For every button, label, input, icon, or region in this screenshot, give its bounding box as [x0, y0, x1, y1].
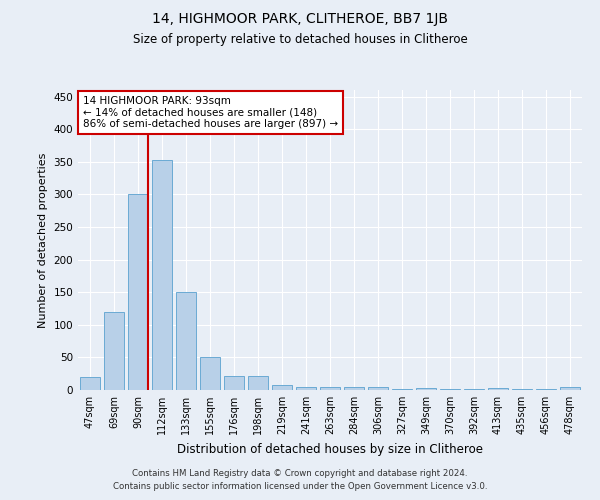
Text: Contains HM Land Registry data © Crown copyright and database right 2024.: Contains HM Land Registry data © Crown c…	[132, 468, 468, 477]
Bar	[248, 376, 268, 390]
Bar	[104, 312, 124, 390]
Text: Size of property relative to detached houses in Clitheroe: Size of property relative to detached ho…	[133, 32, 467, 46]
Bar	[176, 292, 196, 390]
Bar	[344, 386, 364, 390]
Bar	[272, 385, 292, 390]
Bar	[200, 358, 220, 390]
Text: 14 HIGHMOOR PARK: 93sqm
← 14% of detached houses are smaller (148)
86% of semi-d: 14 HIGHMOOR PARK: 93sqm ← 14% of detache…	[83, 96, 338, 129]
Bar	[560, 386, 580, 390]
Y-axis label: Number of detached properties: Number of detached properties	[38, 152, 48, 328]
Bar	[488, 388, 508, 390]
Bar	[80, 377, 100, 390]
Bar	[128, 194, 148, 390]
Text: 14, HIGHMOOR PARK, CLITHEROE, BB7 1JB: 14, HIGHMOOR PARK, CLITHEROE, BB7 1JB	[152, 12, 448, 26]
Bar	[320, 386, 340, 390]
Bar	[368, 386, 388, 390]
Bar	[152, 160, 172, 390]
Bar	[296, 386, 316, 390]
Bar	[416, 388, 436, 390]
Text: Contains public sector information licensed under the Open Government Licence v3: Contains public sector information licen…	[113, 482, 487, 491]
Bar	[224, 376, 244, 390]
X-axis label: Distribution of detached houses by size in Clitheroe: Distribution of detached houses by size …	[177, 442, 483, 456]
